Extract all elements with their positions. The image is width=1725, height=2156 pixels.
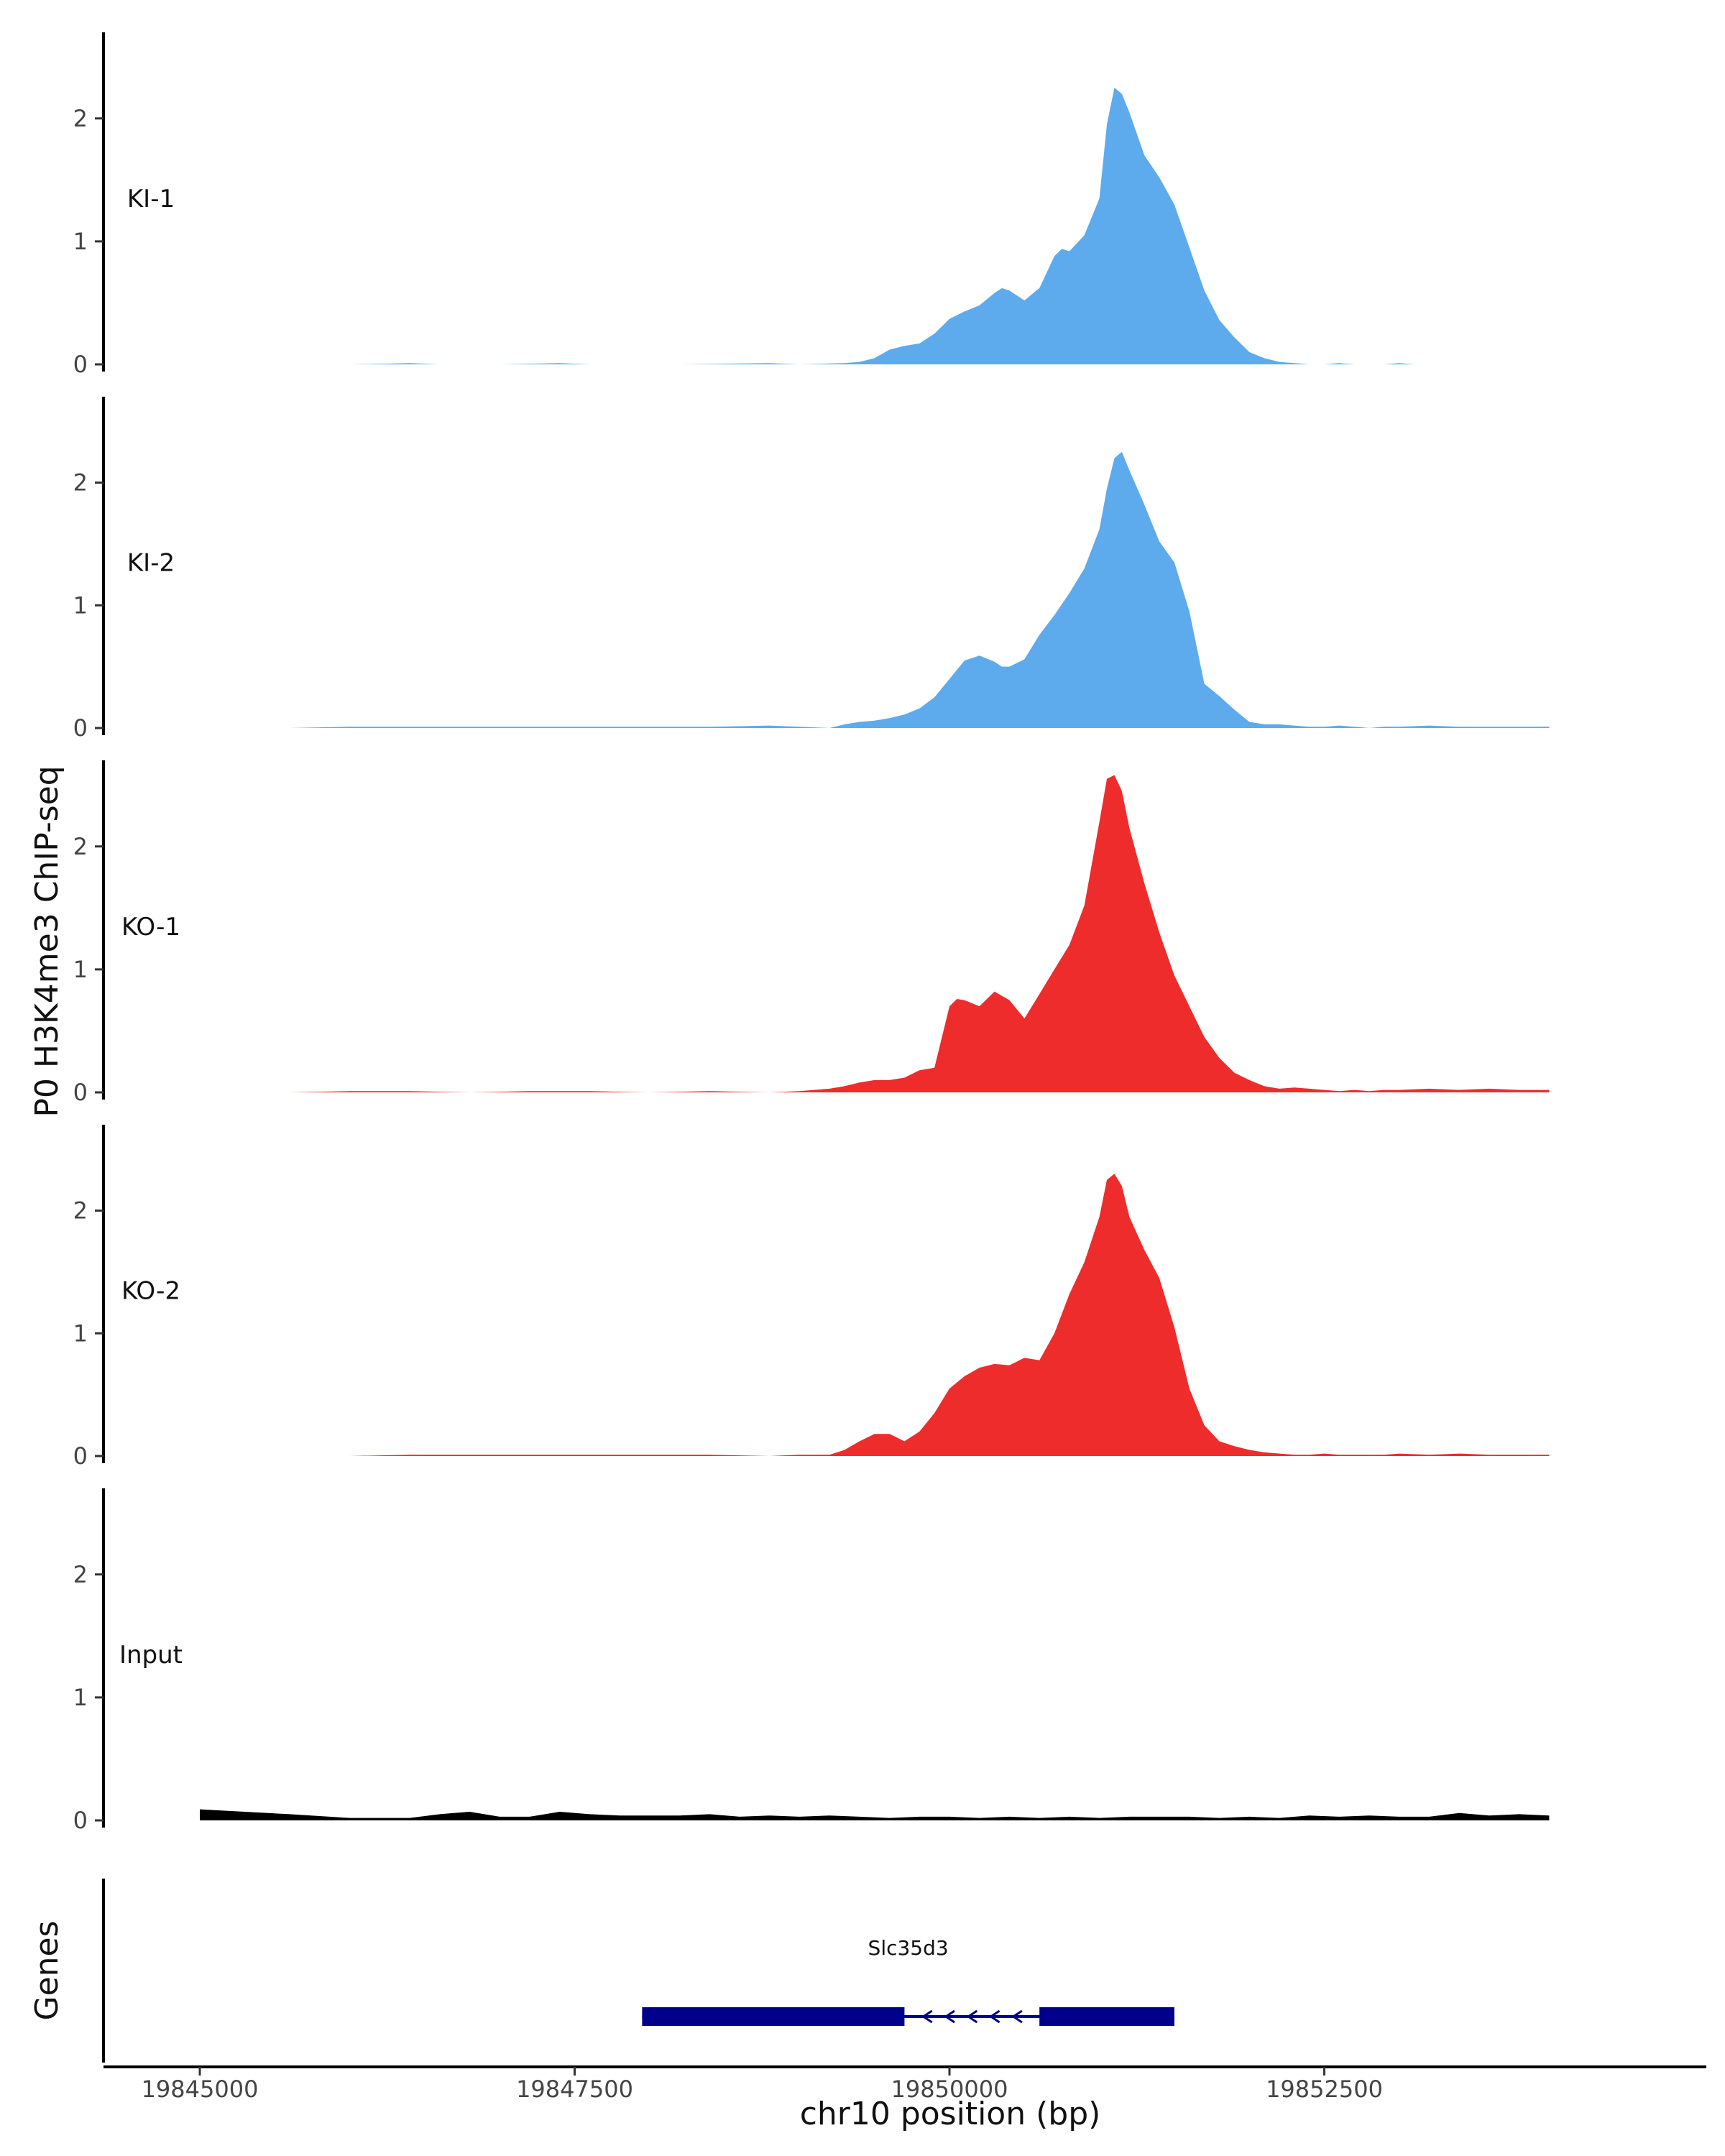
track-label: Input <box>119 1641 183 1669</box>
strand-arrow <box>944 2009 955 2024</box>
track-panel-ki-2: 0 1 2 KI-2 <box>73 397 1550 742</box>
track-label: KI-1 <box>127 185 175 213</box>
strand-arrow <box>966 2009 978 2024</box>
y-tick-label: 2 <box>73 1561 88 1588</box>
track-panel-ki-1: 0 1 2 KI-1 <box>73 32 1550 378</box>
gene-label: Slc35d3 <box>868 1936 949 1960</box>
coverage-area-ko-2 <box>200 1174 1550 1456</box>
y-tick-label: 0 <box>73 351 88 378</box>
track-panel-input: 0 1 2 Input <box>73 1488 1550 1834</box>
y-tick-label: 0 <box>73 1079 88 1106</box>
y-axis-title: P0 H3K4me3 ChIP-seq <box>29 765 65 1117</box>
x-tick-label: 19852500 <box>1266 2076 1383 2103</box>
coverage-area-ki-2 <box>200 451 1550 728</box>
coverage-area-ko-1 <box>200 775 1550 1092</box>
strand-arrow <box>921 2009 933 2024</box>
x-axis: 19845000 19847500 19850000 19852500 <box>104 2065 1706 2103</box>
strand-arrow <box>988 2009 1000 2024</box>
y-tick-label: 1 <box>73 591 88 619</box>
y-tick-label: 2 <box>73 469 88 497</box>
gene-exon <box>642 2007 905 2026</box>
strand-arrow <box>1011 2009 1023 2024</box>
track-label: KI-2 <box>127 548 175 577</box>
tracks-layer: 0 1 2 KI-1 0 1 2 KI-2 0 1 2 KO-1 0 1 2 KO-2 0 1 2 Input <box>73 32 1550 1834</box>
x-tick-label: 19845000 <box>142 2076 259 2103</box>
y-tick-label: 1 <box>73 1684 88 1711</box>
y-tick-label: 2 <box>73 1197 88 1225</box>
track-label: KO-2 <box>121 1276 180 1305</box>
genes-axis-title: Genes <box>29 1920 65 2020</box>
coverage-area-ki-1 <box>200 88 1550 364</box>
track-panel-ko-1: 0 1 2 KO-1 <box>73 760 1550 1106</box>
track-panel-ko-2: 0 1 2 KO-2 <box>73 1125 1550 1470</box>
y-tick-label: 0 <box>73 1807 88 1834</box>
genes-track: Slc35d3 <box>102 1879 1174 2063</box>
y-tick-label: 1 <box>73 1319 88 1347</box>
y-tick-label: 0 <box>73 1442 88 1470</box>
y-tick-label: 2 <box>73 833 88 860</box>
x-tick-label: 19847500 <box>516 2076 633 2103</box>
coverage-area-input <box>200 1809 1550 1820</box>
x-tick-label: 19850000 <box>891 2076 1008 2103</box>
y-tick-label: 2 <box>73 105 88 132</box>
y-tick-label: 1 <box>73 956 88 983</box>
x-axis-title: chr10 position (bp) <box>800 2096 1101 2132</box>
y-tick-label: 0 <box>73 714 88 742</box>
y-tick-label: 1 <box>73 228 88 255</box>
track-label: KO-1 <box>121 913 180 941</box>
gene-exon <box>1039 2007 1174 2026</box>
